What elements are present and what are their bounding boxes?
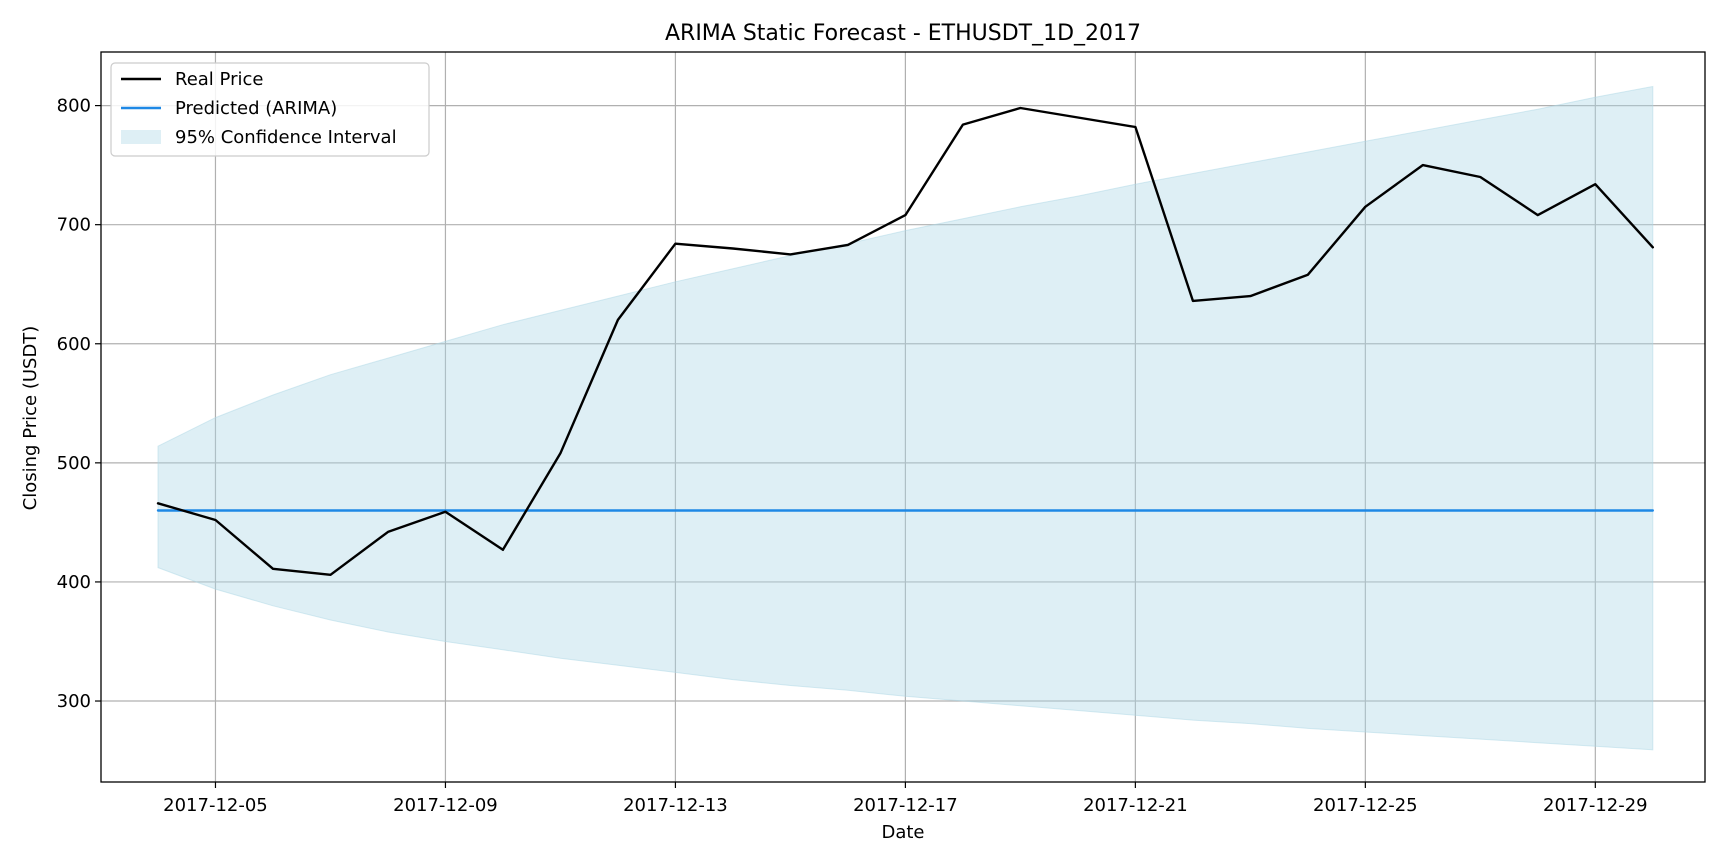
y-axis-ticks: 300 400 500 600 700 800 xyxy=(57,96,101,712)
legend-label-predicted: Predicted (ARIMA) xyxy=(175,98,337,119)
x-axis-title: Date xyxy=(881,822,924,843)
chart-title: ARIMA Static Forecast - ETHUSDT_1D_2017 xyxy=(665,21,1141,46)
y-tick-label: 400 xyxy=(57,572,91,593)
legend: Real Price Predicted (ARIMA) 95% Confide… xyxy=(110,62,430,157)
legend-label-real-price: Real Price xyxy=(175,69,263,90)
x-axis-ticks: 2017-12-05 2017-12-09 2017-12-13 2017-12-17… xyxy=(163,782,1648,816)
y-tick-label: 800 xyxy=(57,96,91,117)
series-layer xyxy=(156,106,1655,576)
y-axis-title: Closing Price (USDT) xyxy=(20,326,41,511)
x-tick-label: 2017-12-29 xyxy=(1543,795,1648,816)
x-tick-label: 2017-12-09 xyxy=(393,795,498,816)
legend-label-confidence-interval: 95% Confidence Interval xyxy=(175,127,397,148)
confidence-interval-band xyxy=(157,85,1654,751)
x-tick-label: 2017-12-25 xyxy=(1313,795,1418,816)
y-tick-label: 700 xyxy=(57,215,91,236)
y-tick-label: 500 xyxy=(57,453,91,474)
plot-frame xyxy=(100,51,1706,783)
x-tick-label: 2017-12-05 xyxy=(163,795,268,816)
grid xyxy=(101,52,1705,782)
x-tick-label: 2017-12-13 xyxy=(623,795,728,816)
x-tick-label: 2017-12-21 xyxy=(1083,795,1188,816)
confidence-band-layer xyxy=(157,85,1654,751)
legend-swatch-confidence-interval xyxy=(121,130,161,144)
legend-box xyxy=(110,62,430,157)
series-line-real-price xyxy=(156,106,1655,576)
y-tick-label: 600 xyxy=(57,334,91,355)
x-tick-label: 2017-12-17 xyxy=(853,795,958,816)
y-tick-label: 300 xyxy=(57,691,91,712)
